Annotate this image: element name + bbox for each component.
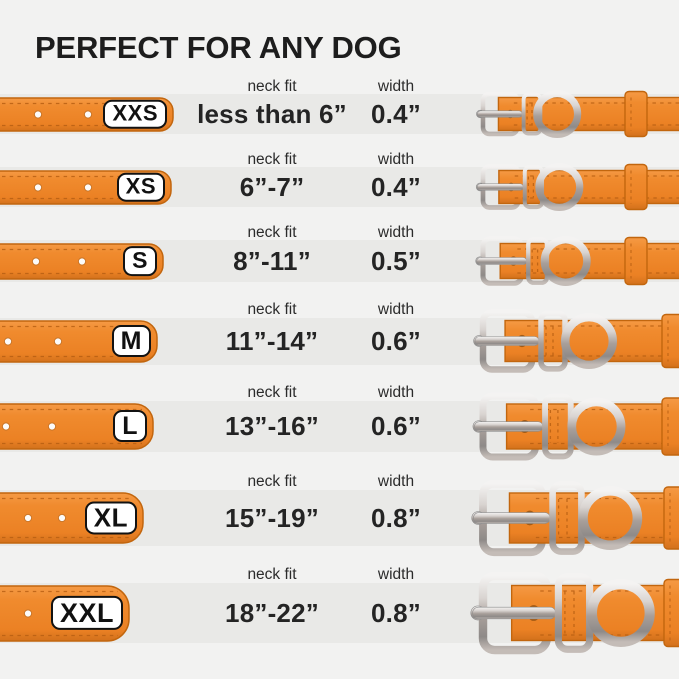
width-column-label: width [377,383,415,401]
d-ring [567,397,626,455]
size-badge: XXL [50,595,123,631]
collar-hole [53,336,63,346]
d-ring [540,236,591,286]
collar-hole [1,421,11,431]
neck-fit-value: 6”-7” [239,172,305,202]
collar-keeper [624,236,648,286]
neck-fit-column-label: neck fit [247,300,297,318]
collar-buckle-graphic [440,152,679,222]
d-ring [578,485,643,551]
buckle-pin [474,420,544,432]
collar-hole [47,421,57,431]
neck-fit-value: less than 6” [197,99,347,129]
width-column-label: width [377,77,415,95]
collar-hole [23,513,33,523]
neck-fit-value: 18”-22” [225,598,319,628]
neck-fit-column-label: neck fit [247,383,297,401]
collar-keeper [663,486,679,550]
width-column-label: width [377,150,415,168]
width-value: 0.6” [371,411,421,441]
buckle-pin [474,336,540,346]
buckle-pin [476,183,524,191]
d-ring [586,579,655,647]
neck-fit-column-label: neck fit [247,223,297,241]
collar-strap-graphic: L [0,401,156,452]
size-badge: M [111,325,151,357]
collar-hole [57,513,67,523]
collar-strap-graphic: M [0,318,160,365]
collar-buckle-graphic [440,560,679,666]
buckle-pin [477,110,523,118]
keeper-loop [521,92,543,136]
collar-keeper [624,90,648,138]
buckle-pin [476,257,527,265]
collar-keeper [661,396,679,456]
collar-keeper [661,313,679,369]
size-badge: S [123,246,157,276]
collar-buckle-graphic [440,225,679,297]
collar-strap-graphic: S [0,241,166,282]
neck-fit-column-label: neck fit [247,150,297,168]
collar-hole [33,109,43,119]
width-column-label: width [377,300,415,318]
d-ring [533,90,582,138]
size-badge: XL [84,501,137,535]
neck-fit-column-label: neck fit [247,565,297,583]
width-value: 0.5” [371,246,421,276]
collar-hole [77,256,87,266]
d-ring [535,163,584,211]
collar-keeper [624,163,648,211]
width-value: 0.4” [371,172,421,202]
width-column-label: width [377,223,415,241]
collar-hole [83,182,93,192]
neck-fit-column-label: neck fit [247,473,297,490]
d-ring [560,313,617,369]
buckle-pin [472,606,557,620]
neck-fit-value: 8”-11” [233,246,311,276]
collar-buckle-graphic [440,469,679,567]
collar-buckle-graphic [440,79,679,149]
collar-strap-graphic: XXL [0,583,132,644]
collar-hole [31,256,41,266]
width-value: 0.8” [371,503,421,533]
neck-fit-value: 11”-14” [225,326,319,356]
size-badge: XS [116,172,165,202]
width-value: 0.8” [371,598,421,628]
width-value: 0.6” [371,326,421,356]
collar-strap-graphic: XL [0,490,146,546]
collar-strap-graphic: XS [0,168,174,207]
width-column-label: width [377,473,415,490]
page-title: PERFECT FOR ANY DOG [35,30,402,65]
width-value: 0.4” [371,99,421,129]
neck-fit-value: 15”-19” [225,503,319,533]
collar-strap [497,96,679,132]
buckle-pin [473,512,551,524]
collar-hole [33,182,43,192]
collar-buckle-graphic [440,299,679,383]
neck-fit-value: 13”-16” [225,411,319,441]
size-badge: XXS [103,99,167,129]
collar-hole [23,608,33,618]
width-column-label: width [377,565,415,583]
collar-hole [3,336,13,346]
collar-keeper [663,578,679,648]
collar-buckle-graphic [440,382,679,471]
size-badge: L [113,410,147,442]
neck-fit-column-label: neck fit [247,77,297,95]
collar-hole [83,109,93,119]
collar-strap-graphic: XXS [0,95,176,134]
